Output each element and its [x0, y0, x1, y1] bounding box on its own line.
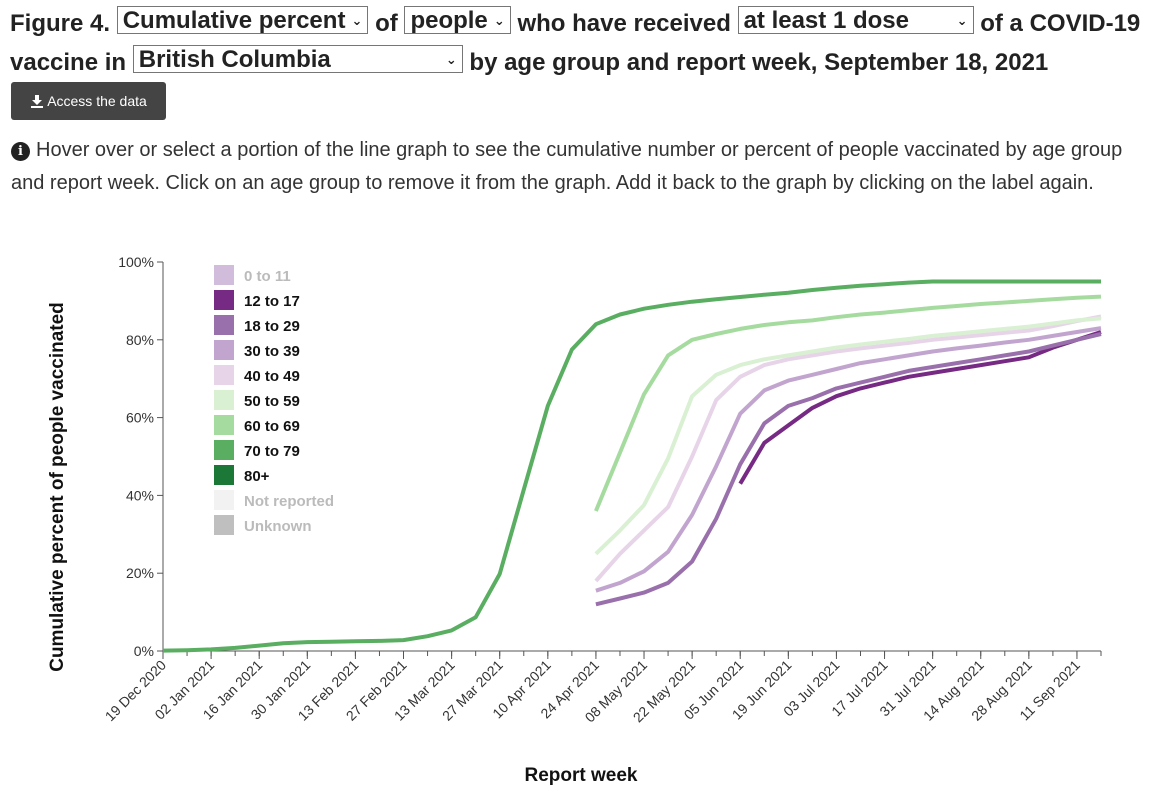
y-tick-label: 20%	[126, 565, 154, 581]
legend-item-unknown[interactable]: Unknown	[214, 515, 312, 535]
received-text: who have received	[517, 10, 731, 37]
legend-item-60-to-69[interactable]: 60 to 69	[214, 415, 300, 435]
legend-label: 70 to 79	[244, 443, 300, 460]
legend-swatch	[214, 340, 234, 360]
series-line-18-to-29[interactable]	[595, 332, 1102, 607]
legend-label: 80+	[244, 468, 270, 485]
y-tick: 60%	[126, 410, 163, 426]
legend-label: Not reported	[244, 493, 334, 510]
chevron-down-icon: ⌄	[493, 13, 505, 28]
legend-swatch	[214, 315, 234, 335]
y-tick-label: 80%	[126, 332, 154, 348]
of-word: of	[375, 10, 398, 37]
access-data-label: Access the data	[47, 93, 147, 109]
y-tick: 20%	[126, 565, 163, 581]
legend-item-12-to-17[interactable]: 12 to 17	[214, 290, 300, 310]
download-icon	[30, 84, 44, 122]
legend-item-18-to-29[interactable]: 18 to 29	[214, 315, 300, 335]
legend-swatch	[214, 465, 234, 485]
legend-label: 60 to 69	[244, 418, 300, 435]
vaccine-text: of a COVID-19 vaccine in	[10, 10, 1141, 76]
dose-select[interactable]: at least 1 dose ⌄	[737, 6, 974, 34]
legend-item-80-[interactable]: 80+	[214, 465, 270, 485]
legend-item-70-to-79[interactable]: 70 to 79	[214, 440, 300, 460]
legend-swatch	[214, 440, 234, 460]
legend-label: 40 to 49	[244, 368, 300, 385]
y-axis: 0% 20% 40% 60% 80% 100%	[118, 254, 164, 659]
legend-label: 0 to 11	[244, 268, 291, 285]
legend-label: 50 to 59	[244, 393, 300, 410]
series-line-12-to-17[interactable]	[738, 330, 1102, 485]
series-line-50-to-59[interactable]	[594, 316, 1102, 556]
series-line-70-to-79[interactable]	[162, 279, 1101, 653]
legend-item-40-to-49[interactable]: 40 to 49	[214, 365, 300, 385]
figure-heading: Figure 4. Cumulative percent ⌄ of people ⌄…	[10, 4, 1145, 82]
legend-swatch	[214, 365, 234, 385]
legend-swatch	[214, 490, 234, 510]
legend-label: 12 to 17	[244, 293, 300, 310]
chevron-down-icon: ⌄	[956, 13, 968, 28]
legend-swatch	[214, 290, 234, 310]
instructions-text: Hover over or select a portion of the li…	[11, 139, 1123, 194]
series-lines[interactable]	[162, 279, 1102, 653]
series-line-60-to-69[interactable]	[594, 294, 1102, 512]
legend-item-50-to-59[interactable]: 50 to 59	[214, 390, 300, 410]
legend-label: 18 to 29	[244, 318, 300, 335]
series-line-40-to-49[interactable]	[594, 314, 1102, 583]
chevron-down-icon: ⌄	[445, 52, 457, 67]
legend-swatch	[214, 390, 234, 410]
y-tick: 0%	[134, 643, 163, 659]
population-select[interactable]: people ⌄	[404, 6, 511, 34]
legend-item-0-to-11[interactable]: 0 to 11	[214, 265, 291, 285]
y-tick-label: 60%	[126, 410, 154, 426]
series-line-30-to-39[interactable]	[595, 326, 1102, 593]
chevron-down-icon: ⌄	[351, 13, 363, 28]
heading-tail-text: by age group and report week, September …	[469, 49, 1049, 76]
y-tick-label: 100%	[118, 254, 154, 270]
legend-item-not-reported[interactable]: Not reported	[214, 490, 334, 510]
info-icon: i	[11, 142, 30, 161]
y-tick: 100%	[118, 254, 163, 270]
y-axis-title: Cumulative percent of people vaccinated	[47, 302, 68, 672]
legend[interactable]: 0 to 11 12 to 17 18 to 29 30 to 39 40 to 49 5…	[214, 265, 334, 535]
instructions: i Hover over or select a portion of the l…	[11, 134, 1141, 200]
legend-label: 30 to 39	[244, 343, 300, 360]
measure-select[interactable]: Cumulative percent ⌄	[116, 6, 369, 34]
y-tick-label: 0%	[134, 643, 154, 659]
x-axis-title: Report week	[525, 765, 638, 786]
legend-item-30-to-39[interactable]: 30 to 39	[214, 340, 300, 360]
y-tick: 40%	[126, 487, 163, 503]
figure-label: Figure 4.	[10, 10, 111, 37]
region-select[interactable]: British Columbia ⌄	[132, 45, 463, 73]
legend-swatch	[214, 265, 234, 285]
y-tick: 80%	[126, 332, 163, 348]
legend-label: Unknown	[244, 518, 312, 535]
legend-swatch	[214, 515, 234, 535]
legend-swatch	[214, 415, 234, 435]
y-tick-label: 40%	[126, 487, 154, 503]
access-data-button[interactable]: Access the data	[11, 82, 166, 120]
